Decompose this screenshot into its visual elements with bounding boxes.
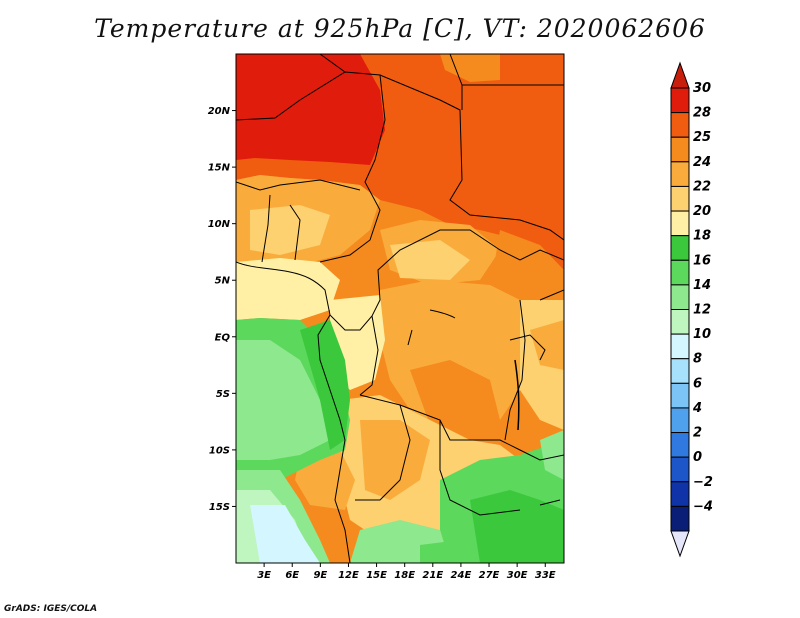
lon-label: 33E bbox=[535, 570, 556, 581]
lat-label: 5N bbox=[215, 276, 231, 287]
lat-label: 15S bbox=[209, 502, 230, 513]
lon-label: 18E bbox=[394, 570, 415, 581]
colorbar-swatch bbox=[670, 309, 690, 335]
colorbar-label: 30 bbox=[693, 81, 711, 96]
colorbar-bottom-triangle bbox=[670, 530, 690, 558]
lat-label: EQ bbox=[215, 332, 231, 343]
colorbar-label: 24 bbox=[693, 155, 711, 170]
lon-label: 24E bbox=[451, 570, 472, 581]
lon-label: 27E bbox=[479, 570, 500, 581]
colorbar-swatch bbox=[670, 456, 690, 483]
lon-label: 3E bbox=[257, 570, 271, 581]
colorbar-swatch bbox=[670, 185, 690, 212]
lat-label: 20N bbox=[208, 106, 231, 117]
map-frame bbox=[235, 53, 565, 564]
lon-label: 6E bbox=[285, 570, 299, 581]
lon-label: 21E bbox=[422, 570, 443, 581]
colorbar-label: 2 bbox=[693, 426, 702, 441]
lon-label: 9E bbox=[313, 570, 327, 581]
colorbar-swatch bbox=[670, 505, 690, 532]
lat-label: 10N bbox=[208, 219, 231, 230]
colorbar-swatch bbox=[670, 358, 690, 384]
colorbar-label: 14 bbox=[693, 278, 711, 293]
figure-title: Temperature at 925hPa [C], VT: 202006260… bbox=[94, 14, 706, 43]
colorbar-label: 16 bbox=[693, 253, 711, 268]
colorbar-swatch bbox=[670, 235, 690, 261]
colorbar-label: 28 bbox=[693, 106, 711, 121]
colorbar-label: 25 bbox=[693, 130, 711, 145]
colorbar-label: 4 bbox=[692, 401, 702, 416]
colorbar-label: 8 bbox=[693, 352, 702, 367]
colorbar-swatch bbox=[670, 259, 690, 286]
colorbar-swatch bbox=[670, 407, 690, 434]
colorbar-top-triangle bbox=[670, 61, 690, 89]
colorbar-swatch bbox=[670, 161, 690, 187]
lat-label: 15N bbox=[208, 163, 231, 174]
colorbar-label: −4 bbox=[693, 499, 713, 514]
colorbar-label: 10 bbox=[693, 327, 711, 342]
colorbar-swatch bbox=[670, 210, 690, 237]
colorbar-label: 12 bbox=[693, 303, 711, 318]
lon-label: 12E bbox=[338, 570, 359, 581]
colorbar-swatch bbox=[670, 333, 690, 360]
colorbar-label: 20 bbox=[693, 204, 711, 219]
colorbar-swatch bbox=[670, 432, 690, 458]
longitude-axis: 3E 6E 9E 12E 15E 18E 21E 24E 27E 30E 33E bbox=[257, 563, 556, 581]
lon-label: 30E bbox=[507, 570, 528, 581]
colorbar-swatch bbox=[670, 284, 690, 310]
colorbar-swatch bbox=[670, 112, 690, 138]
colorbar-label: −2 bbox=[693, 475, 713, 490]
lon-label: 15E bbox=[366, 570, 387, 581]
colorbar-swatch bbox=[670, 136, 690, 163]
colorbar-swatch bbox=[670, 382, 690, 409]
lat-label: 10S bbox=[209, 445, 230, 456]
colorbar-swatch bbox=[670, 481, 690, 507]
colorbar-label: 6 bbox=[693, 376, 702, 391]
software-credit: GrADS: IGES/COLA bbox=[4, 604, 98, 614]
colorbar-label: 18 bbox=[693, 229, 711, 244]
lat-label: 5S bbox=[216, 389, 230, 400]
colorbar-label: 22 bbox=[693, 179, 711, 194]
temperature-field bbox=[236, 54, 564, 563]
latitude-axis: 20N 15N 10N 5N EQ 5S 10S 15S bbox=[208, 106, 236, 513]
colorbar-swatch bbox=[670, 87, 690, 114]
colorbar-label: 0 bbox=[693, 450, 702, 465]
country-borders bbox=[236, 54, 564, 563]
